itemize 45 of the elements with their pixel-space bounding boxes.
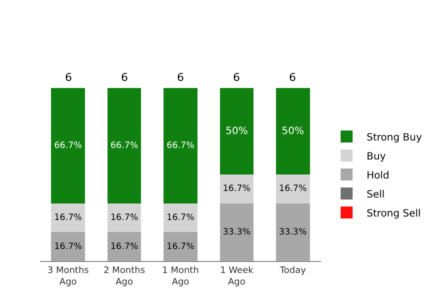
- bar: [107, 232, 142, 261]
- data-label: 33.3%: [279, 227, 307, 238]
- bar: [51, 203, 85, 232]
- data-label: 16.7%: [110, 242, 138, 252]
- text: 6: [289, 71, 296, 84]
- x-tick-label: 1 Week Ago: [220, 266, 254, 288]
- x-tick-label: Today: [278, 266, 307, 276]
- bar: [164, 88, 198, 204]
- bar: [51, 232, 85, 261]
- text: 6: [65, 71, 72, 84]
- legend-label: Strong Sell: [366, 208, 421, 220]
- text: 6: [233, 71, 240, 84]
- bar: [220, 174, 254, 204]
- bar: [276, 174, 310, 204]
- bar: [164, 203, 198, 232]
- data-label: 33.3%: [222, 227, 251, 238]
- data-label: 66.7%: [54, 140, 82, 151]
- bar: [107, 203, 142, 232]
- data-label: 16.7%: [110, 212, 138, 223]
- x-tick-label: 1 Month Ago: [162, 266, 199, 288]
- text: 6: [177, 71, 184, 84]
- data-label: 16.7%: [222, 184, 251, 194]
- data-label: 66.7%: [166, 140, 194, 151]
- data-label: 16.7%: [166, 212, 194, 223]
- data-label: 16.7%: [166, 242, 194, 252]
- data-label: 16.7%: [54, 212, 82, 223]
- legend-label: Buy: [366, 151, 386, 162]
- bar: [220, 203, 254, 261]
- legend-label: Hold: [366, 170, 390, 182]
- data-label: 16.7%: [279, 184, 307, 194]
- bar: [164, 232, 198, 261]
- bar: [107, 88, 142, 204]
- data-label: 66.7%: [110, 140, 138, 151]
- data-label: 50%: [226, 126, 248, 137]
- bar: [276, 88, 310, 175]
- legend-label: Strong Buy: [366, 132, 422, 144]
- data-label: 50%: [282, 126, 304, 137]
- x-tick-label: 2 Months Ago: [104, 266, 146, 288]
- data-label: 16.7%: [54, 242, 82, 252]
- bar: [51, 88, 85, 204]
- legend-label: Sell: [366, 189, 385, 200]
- bar: [276, 203, 310, 261]
- text: 6: [121, 71, 128, 84]
- bar: [220, 88, 254, 175]
- x-tick-label: 3 Months Ago: [47, 266, 90, 288]
